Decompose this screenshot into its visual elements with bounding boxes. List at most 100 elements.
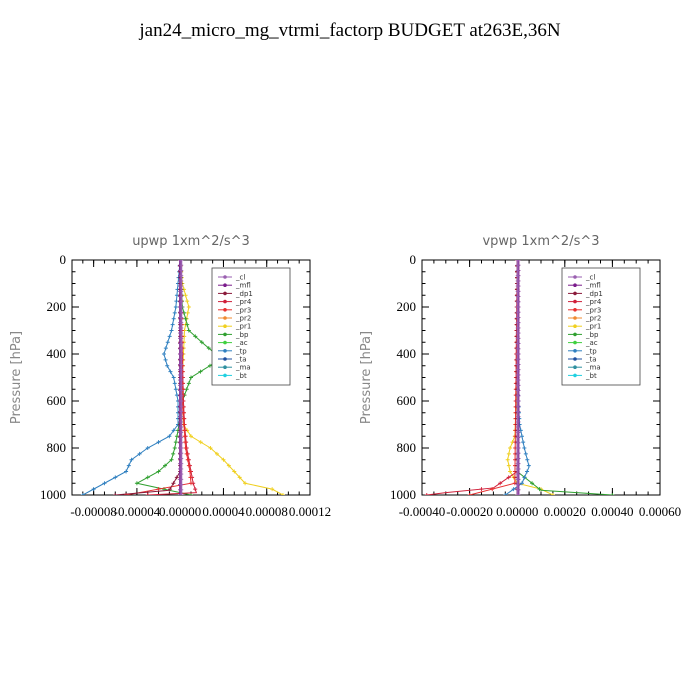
series-point-pr1 bbox=[214, 451, 219, 456]
series-point-cl bbox=[515, 451, 520, 456]
legend-label: _pr3 bbox=[235, 306, 251, 314]
legend-marker bbox=[223, 324, 227, 329]
series-point-pr3 bbox=[183, 440, 188, 445]
x-tick-label: 0.00000 bbox=[496, 504, 538, 519]
chart-panel-1: upwp 1xm^2/s^3 Pressure [hPa] 0 200 400 600 80… bbox=[9, 234, 331, 519]
series-point-cl bbox=[179, 414, 184, 419]
series-point-tp bbox=[145, 446, 150, 450]
series-point-bp bbox=[183, 316, 188, 321]
series-point-pr3 bbox=[189, 481, 193, 486]
series-point-tp bbox=[174, 299, 179, 304]
series-point-dp1 bbox=[174, 475, 179, 480]
series-point-cl bbox=[179, 493, 184, 495]
x-tick-label: -0.00020 bbox=[446, 504, 493, 519]
series-point-cl bbox=[179, 425, 184, 430]
series-point-pr3 bbox=[182, 428, 187, 433]
series-point-cl bbox=[515, 399, 520, 403]
series-point-pr3 bbox=[184, 451, 189, 456]
series-point-tp bbox=[91, 487, 96, 492]
series-line-pr3 bbox=[469, 260, 518, 495]
series-point-cl bbox=[179, 440, 184, 445]
series-point-cl bbox=[515, 336, 520, 341]
series-point-bp bbox=[186, 328, 191, 333]
series-point-cl bbox=[179, 305, 184, 309]
legend-label: _tp bbox=[585, 347, 597, 355]
series-point-bp bbox=[171, 451, 176, 456]
y-tick-label: 400 bbox=[397, 346, 417, 361]
series-point-cl bbox=[515, 456, 520, 461]
series-point-bp bbox=[206, 346, 211, 351]
series-point-cl bbox=[179, 315, 184, 320]
series-point-cl bbox=[179, 466, 184, 471]
legend-label: _cl bbox=[585, 274, 595, 282]
legend-label: _ta bbox=[585, 356, 597, 364]
legend-marker bbox=[573, 340, 577, 345]
series-point-pr1 bbox=[198, 440, 203, 445]
panel-title: upwp 1xm^2/s^3 bbox=[132, 234, 250, 249]
series-point-pr3 bbox=[490, 487, 495, 492]
series-point-pr3 bbox=[183, 446, 188, 450]
series-point-tp bbox=[129, 457, 134, 462]
legend-label: _ac bbox=[235, 339, 248, 347]
y-tick-label: 0 bbox=[60, 252, 67, 267]
series-point-cl bbox=[515, 425, 520, 430]
legend-label: _mfl bbox=[235, 282, 251, 290]
series-point-cl bbox=[515, 383, 520, 388]
series-point-pr3 bbox=[467, 493, 472, 495]
series-point-bp bbox=[537, 487, 542, 492]
series-point-cl bbox=[515, 461, 520, 466]
series-point-tp bbox=[113, 475, 118, 480]
legend-label: _bt bbox=[235, 372, 247, 380]
legend: _cl_mfl_dp1_pr4_pr3_pr2_pr1_bp_ac_tp_ta_… bbox=[561, 267, 641, 386]
x-tick-label: -0.00004 bbox=[114, 504, 161, 519]
series-point-tp bbox=[173, 387, 178, 392]
series-point-bp bbox=[172, 446, 177, 450]
series-point-bp bbox=[185, 322, 190, 327]
series-point-cl bbox=[515, 260, 520, 262]
legend-marker bbox=[573, 349, 577, 353]
series-point-cl bbox=[515, 378, 520, 383]
series-point-cl bbox=[515, 320, 520, 325]
series-point-cl bbox=[515, 482, 520, 487]
series-point-tp bbox=[126, 463, 131, 468]
legend-label: _ta bbox=[235, 356, 247, 364]
series-point-cl bbox=[179, 446, 184, 450]
series-point-cl bbox=[515, 341, 520, 346]
series-point-cl bbox=[515, 294, 520, 299]
panel-title: vpwp 1xm^2/s^3 bbox=[482, 234, 599, 249]
series-point-cl bbox=[179, 346, 184, 351]
series-point-tp bbox=[522, 446, 527, 450]
series-point-pr4 bbox=[145, 493, 150, 495]
series-point-cl bbox=[515, 278, 520, 283]
series-point-dp1 bbox=[168, 487, 173, 492]
series-point-tp bbox=[172, 310, 177, 315]
series-point-pr4 bbox=[506, 475, 511, 480]
legend-marker bbox=[223, 332, 227, 337]
series-point-pr1 bbox=[505, 457, 510, 462]
series-point-tp bbox=[523, 451, 528, 456]
series-point-cl bbox=[515, 414, 520, 419]
series-group bbox=[80, 260, 285, 495]
y-tick-label: 1000 bbox=[40, 487, 66, 502]
series-point-cl bbox=[515, 404, 520, 409]
series-point-bp bbox=[184, 387, 189, 392]
series-point-pr3 bbox=[187, 469, 192, 474]
series-point-tp bbox=[169, 328, 174, 333]
series-point-tp bbox=[156, 440, 161, 445]
legend-label: _pr1 bbox=[235, 323, 251, 331]
series-point-pr4 bbox=[498, 481, 503, 486]
series-point-cl bbox=[515, 435, 520, 440]
series-point-cl bbox=[515, 446, 520, 450]
series-point-pr4 bbox=[424, 493, 429, 495]
series-point-bp bbox=[156, 469, 161, 474]
series-point-pr1 bbox=[186, 305, 191, 309]
legend-marker bbox=[223, 308, 227, 312]
series-point-pr1 bbox=[508, 469, 513, 474]
series-point-pr1 bbox=[185, 299, 190, 304]
series-point-cl bbox=[179, 289, 184, 294]
legend-marker bbox=[223, 283, 227, 288]
series-point-tp bbox=[124, 469, 129, 474]
legend-marker bbox=[573, 365, 577, 370]
series-line-pr4 bbox=[426, 260, 518, 495]
